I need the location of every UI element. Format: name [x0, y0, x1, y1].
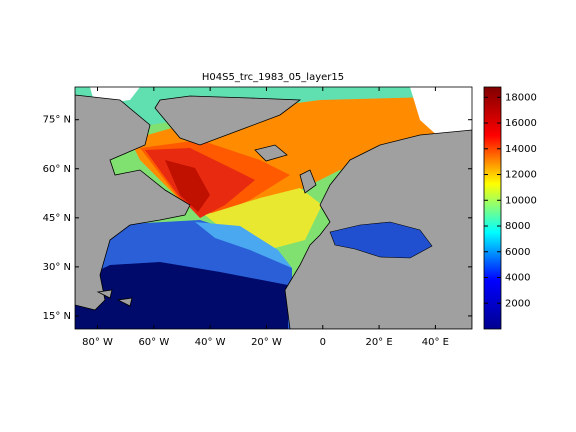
colorbar-tick-label: 18000: [505, 92, 537, 103]
axes-frame: [74, 86, 473, 330]
map: [75, 87, 472, 329]
colorbar-tick-label: 10000: [505, 195, 537, 206]
colorbar-tick-label: 2000: [505, 298, 530, 309]
x-tick-label: 60° W: [138, 337, 169, 348]
x-tick-label: 40° W: [195, 337, 226, 348]
y-tick-label: 30° N: [43, 262, 71, 273]
colorbar-tick-label: 16000: [505, 118, 537, 129]
y-tick-label: 60° N: [43, 164, 71, 175]
y-tick-label: 45° N: [43, 213, 71, 224]
x-tick-label: 20° E: [365, 337, 392, 348]
y-tick-label: 75° N: [43, 115, 71, 126]
colorbar-tick-label: 4000: [505, 273, 530, 284]
colorbar-tick-label: 14000: [505, 144, 537, 155]
y-tick-label: 15° N: [43, 311, 71, 322]
colorbar-tick-label: 8000: [505, 221, 530, 232]
chart-title: H04S5_trc_1983_05_layer15: [202, 72, 344, 83]
colorbar-tick-label: 12000: [505, 170, 537, 181]
x-tick-label: 80° W: [82, 337, 113, 348]
colorbar: [483, 86, 502, 330]
x-tick-label: 0: [320, 337, 326, 348]
x-tick-label: 40° E: [422, 337, 449, 348]
colorbar-tick-label: 6000: [505, 247, 530, 258]
x-tick-label: 20° W: [251, 337, 282, 348]
